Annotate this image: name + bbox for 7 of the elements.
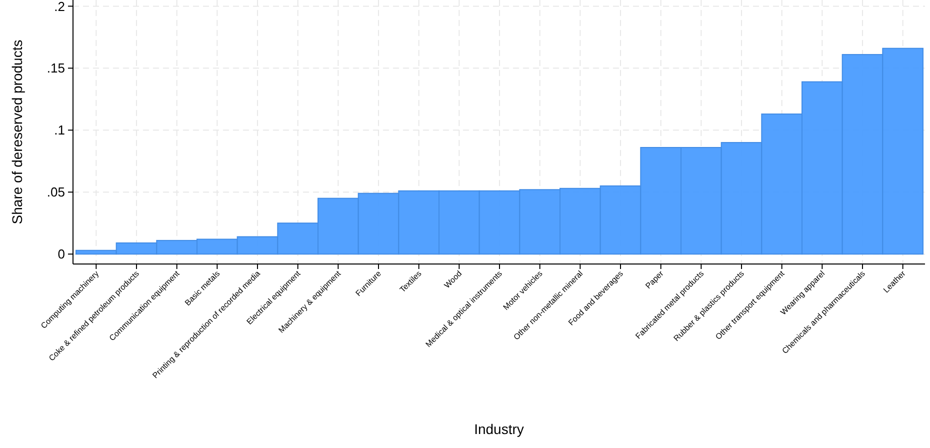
y-tick-label: .1 (54, 122, 65, 138)
y-tick-label: .15 (46, 60, 65, 76)
x-axis-title: Industry (474, 421, 524, 437)
y-tick-label: 0 (58, 246, 65, 262)
y-tick-label: .05 (46, 184, 65, 200)
y-axis-title: Share of dereserved products (9, 40, 25, 224)
y-tick-label: .2 (54, 0, 65, 14)
